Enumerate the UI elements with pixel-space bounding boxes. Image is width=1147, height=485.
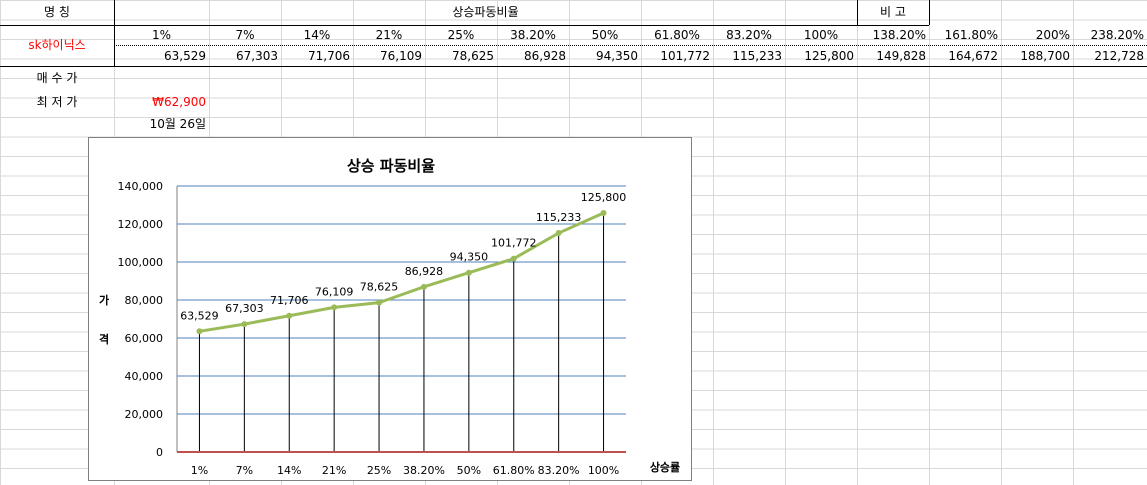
x-tick-label: 38.20% xyxy=(403,464,445,477)
row-divider-dotted xyxy=(114,45,1147,46)
x-tick-label: 25% xyxy=(367,464,391,477)
y-tick-label: 0 xyxy=(156,446,163,459)
y-axis-ticks: 0 20,000 40,000 60,000 80,000 100,000 120,000 1… xyxy=(118,180,164,459)
percent-cell[interactable]: 161.80% xyxy=(944,28,998,42)
data-label: 125,800 xyxy=(581,191,627,204)
price-cell[interactable]: 63,529 xyxy=(164,49,206,63)
header-note-label: 비 고 xyxy=(880,5,906,19)
data-label: 115,233 xyxy=(536,211,582,224)
series-line-path xyxy=(199,211,605,333)
y-axis-title-line2: 격 xyxy=(99,332,109,346)
column-divider xyxy=(785,0,786,485)
x-tick-label: 7% xyxy=(236,464,253,477)
y-tick-label: 140,000 xyxy=(118,180,164,193)
column-divider xyxy=(1001,0,1002,485)
low-price-label[interactable]: 최 저 가 xyxy=(36,95,78,109)
y-tick-label: 40,000 xyxy=(125,370,164,383)
percent-cell[interactable]: 100% xyxy=(803,28,839,42)
column-divider xyxy=(713,0,714,485)
data-labels: 63,529 67,303 71,706 76,109 78,625 86,928 94,3… xyxy=(180,191,626,322)
data-point xyxy=(286,312,293,319)
y-tick-label: 100,000 xyxy=(118,256,164,269)
price-cell[interactable]: 188,700 xyxy=(1020,49,1070,63)
percent-cell[interactable]: 38.20% xyxy=(510,28,556,42)
y-tick-label: 60,000 xyxy=(125,332,164,345)
data-point xyxy=(465,269,472,276)
data-label: 63,529 xyxy=(180,309,219,322)
data-point xyxy=(241,321,248,328)
data-point xyxy=(510,255,517,262)
x-axis-ticks: 1% 7% 14% 21% 25% 38.20% 50% 61.80% 83.20% 100% xyxy=(191,464,620,477)
series-line xyxy=(196,209,607,335)
data-point xyxy=(600,209,607,216)
header-border xyxy=(857,0,858,25)
y-tick-label: 80,000 xyxy=(125,294,164,307)
percent-cell[interactable]: 238.20% xyxy=(1090,28,1144,42)
header-border xyxy=(929,0,930,25)
percent-cell[interactable]: 25% xyxy=(447,28,475,42)
price-cell[interactable]: 94,350 xyxy=(596,49,638,63)
price-cell[interactable]: 78,625 xyxy=(452,49,494,63)
price-cell[interactable]: 115,233 xyxy=(732,49,782,63)
header-name-label: 명 칭 xyxy=(44,5,70,19)
data-label: 76,109 xyxy=(315,285,354,298)
x-tick-label: 50% xyxy=(457,464,481,477)
price-cell[interactable]: 101,772 xyxy=(660,49,710,63)
data-point xyxy=(420,283,427,290)
data-point xyxy=(331,304,338,311)
y-tick-label: 20,000 xyxy=(125,408,164,421)
data-label: 78,625 xyxy=(360,281,399,294)
date-cell[interactable]: 10월 26일 xyxy=(149,117,206,131)
percent-cell[interactable]: 61.80% xyxy=(654,28,700,42)
price-cell[interactable]: 125,800 xyxy=(804,49,854,63)
price-cell[interactable]: 76,109 xyxy=(380,49,422,63)
percent-cell[interactable]: 21% xyxy=(375,28,403,42)
percent-cell[interactable]: 14% xyxy=(303,28,331,42)
price-cell[interactable]: 164,672 xyxy=(948,49,998,63)
percent-cell[interactable]: 138.20% xyxy=(872,28,926,42)
header-ratio-label: 상승파동비율 xyxy=(452,5,519,19)
data-label: 101,772 xyxy=(491,237,537,250)
percent-cell[interactable]: 50% xyxy=(591,28,619,42)
x-tick-label: 21% xyxy=(322,464,346,477)
table-bottom-border xyxy=(0,66,1147,67)
x-tick-label: 14% xyxy=(277,464,301,477)
x-tick-label: 61.80% xyxy=(493,464,535,477)
data-point xyxy=(376,299,383,306)
percent-cell[interactable]: 83.20% xyxy=(726,28,772,42)
column-divider xyxy=(1073,0,1074,485)
data-label: 94,350 xyxy=(450,251,489,264)
data-label: 86,928 xyxy=(405,265,444,278)
data-label: 67,303 xyxy=(225,302,264,315)
percent-cell[interactable]: 7% xyxy=(235,28,255,42)
price-cell[interactable]: 86,928 xyxy=(524,49,566,63)
drop-lines xyxy=(177,212,626,453)
chart-title: 상승 파동비율 xyxy=(347,157,435,175)
data-label: 71,706 xyxy=(270,294,309,307)
x-tick-label: 100% xyxy=(588,464,619,477)
low-price-value[interactable]: ₩62,900 xyxy=(152,95,206,109)
y-axis-title-line1: 가 xyxy=(99,293,109,307)
price-cell[interactable]: 67,303 xyxy=(236,49,278,63)
column-divider xyxy=(857,0,858,485)
price-cell[interactable]: 71,706 xyxy=(308,49,350,63)
y-tick-label: 120,000 xyxy=(118,218,164,231)
gridlines xyxy=(176,185,626,452)
company-name-cell[interactable]: sk하이닉스 xyxy=(28,38,86,52)
percent-cell[interactable]: 1% xyxy=(151,28,172,42)
data-point xyxy=(196,328,203,335)
price-cell[interactable]: 149,828 xyxy=(876,49,926,63)
header-border xyxy=(0,25,929,26)
x-tick-label: 1% xyxy=(191,464,208,477)
header-border xyxy=(114,0,115,66)
percent-cell[interactable]: 200% xyxy=(1035,28,1070,42)
x-axis-title: 상승률 xyxy=(650,460,680,474)
x-tick-label: 83.20% xyxy=(538,464,580,477)
price-cell[interactable]: 212,728 xyxy=(1094,49,1144,63)
buy-price-label[interactable]: 매 수 가 xyxy=(36,71,78,85)
data-point xyxy=(555,230,562,237)
rise-wave-ratio-chart[interactable]: 상승 파동비율 가 격 상승률 0 20,000 40,000 60,000 80,00… xyxy=(88,137,692,481)
column-divider xyxy=(929,0,930,485)
chart-svg: 상승 파동비율 가 격 상승률 0 20,000 40,000 60,000 80,00… xyxy=(99,157,680,477)
